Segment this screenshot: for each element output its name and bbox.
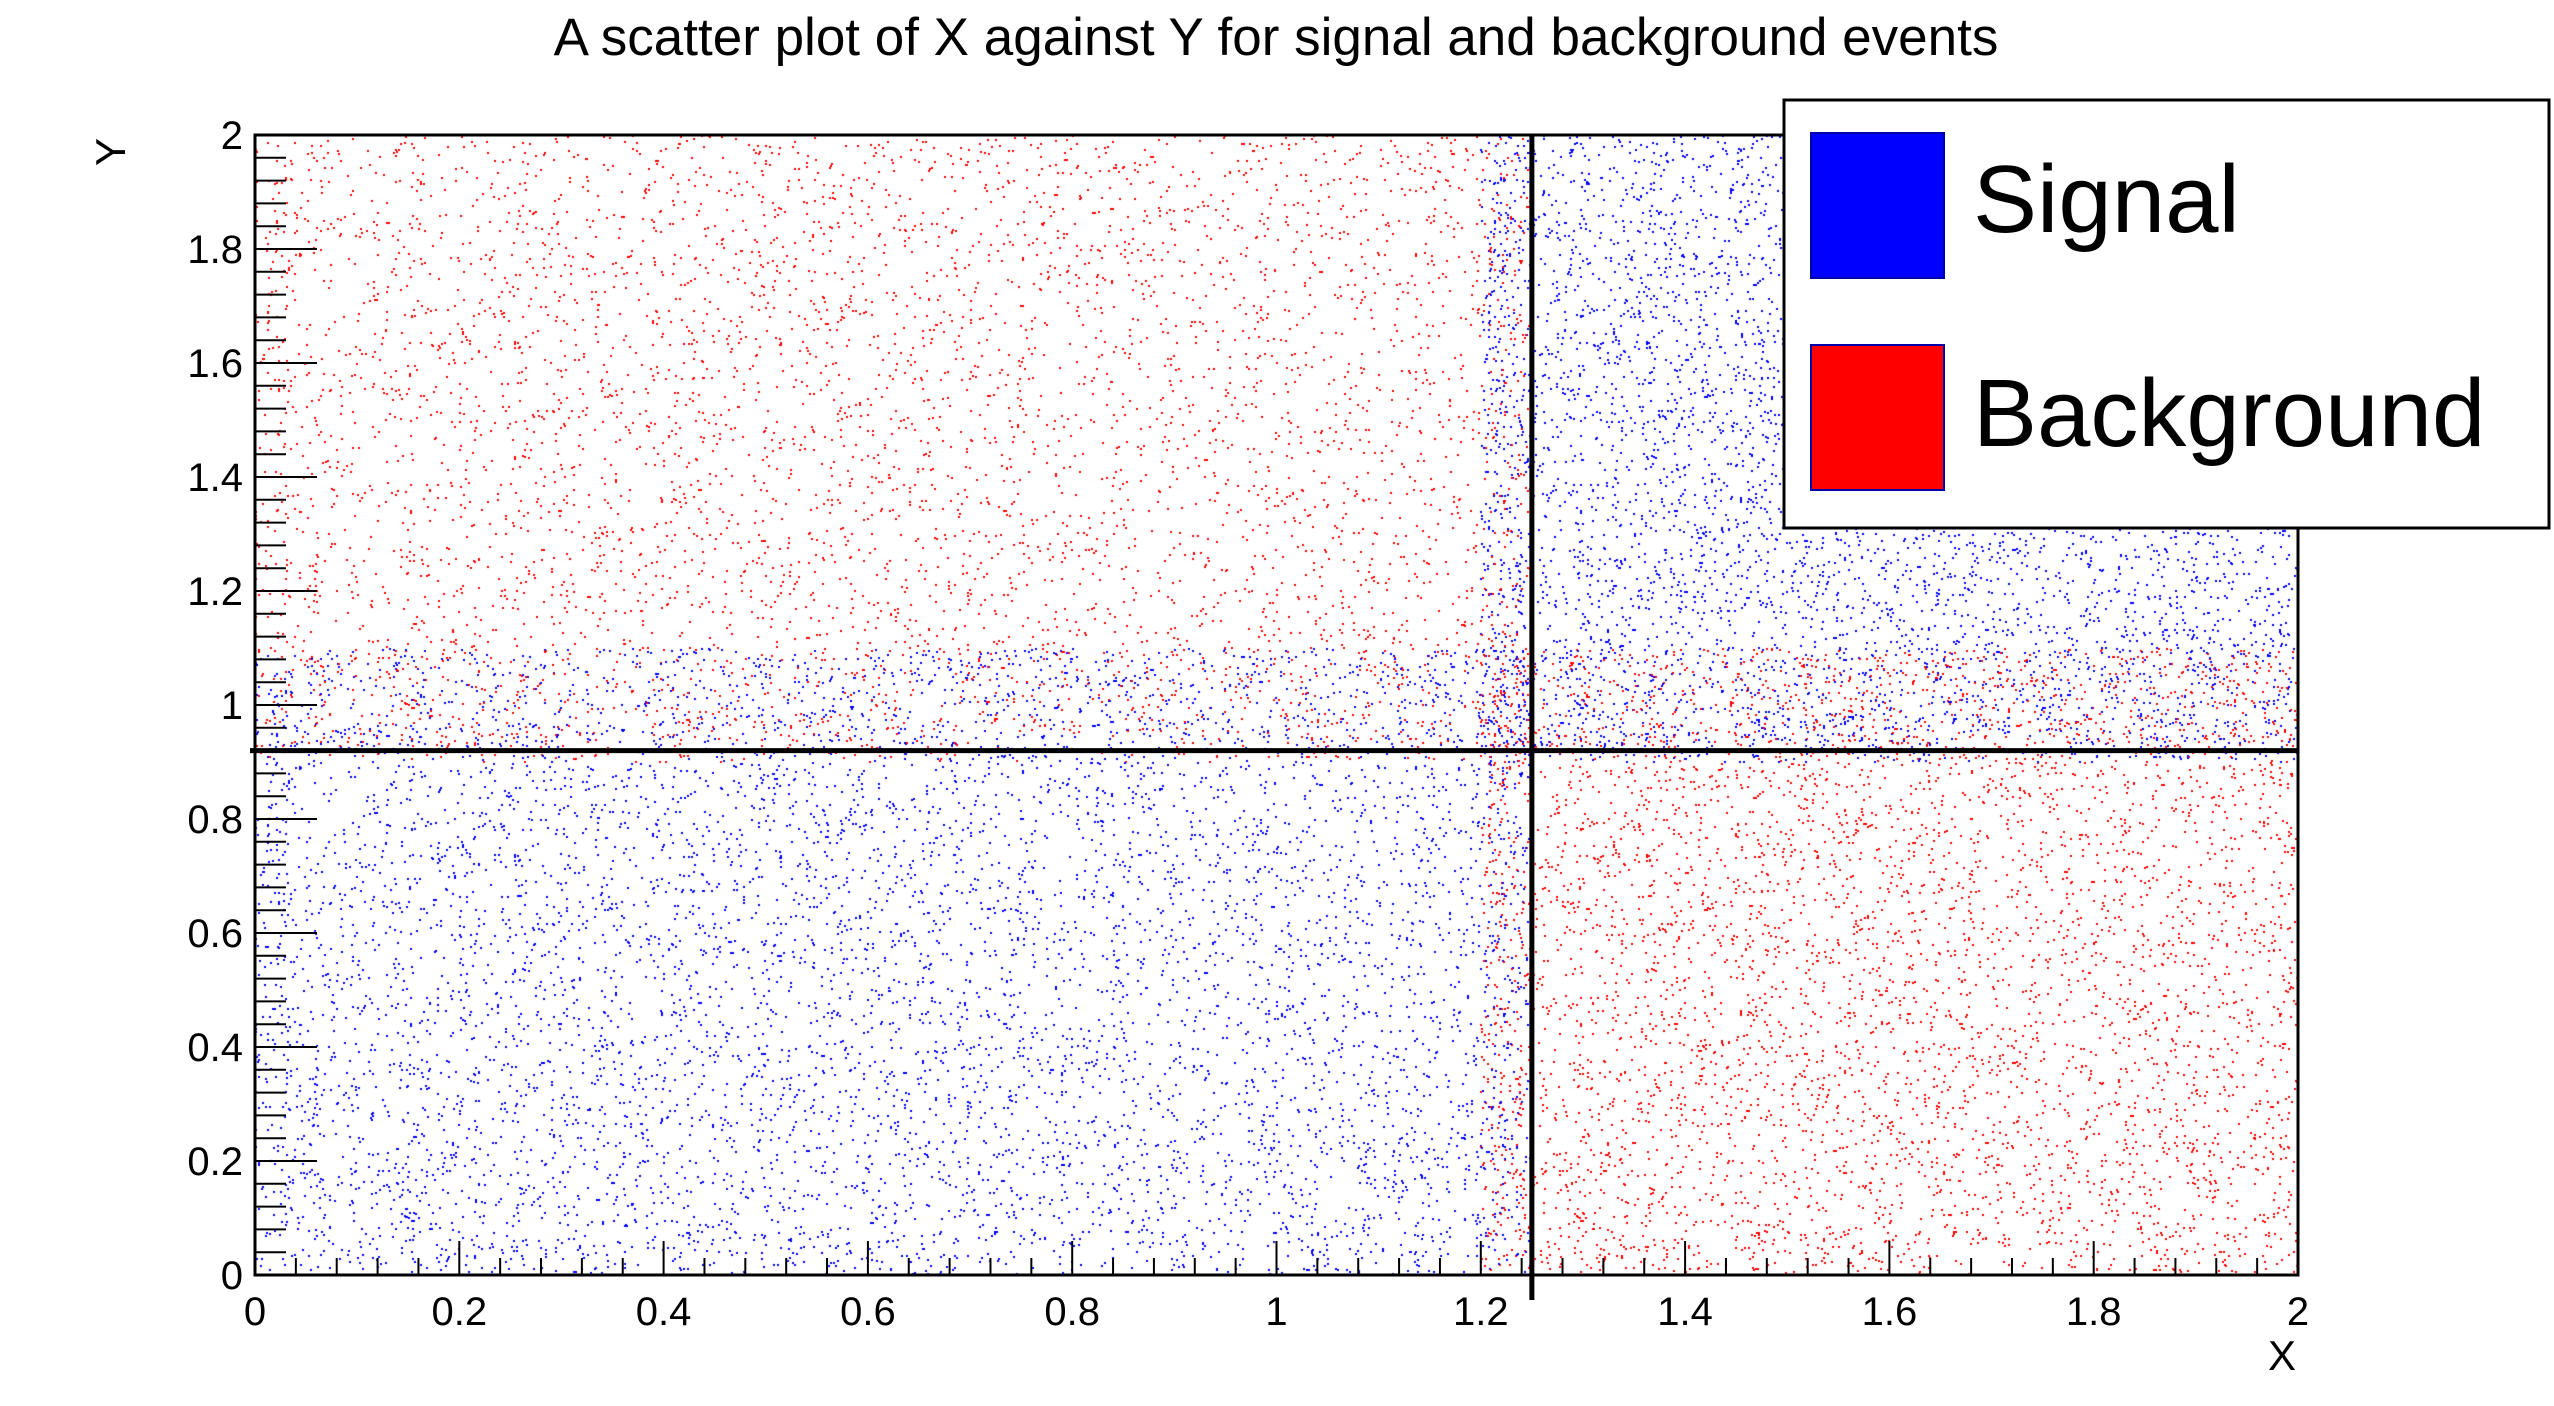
x-tick-label: 0: [244, 1290, 266, 1334]
x-tick-label: 1.8: [2066, 1290, 2122, 1334]
y-tick-label: 1.6: [187, 342, 243, 386]
x-axis: 0 0.2 0.4 0.6 0.8 1 1.2 1.4 1.6 1.8 2: [244, 1241, 2309, 1334]
legend-label-background: Background: [1973, 360, 2485, 467]
legend: Signal Background: [1782, 98, 2551, 530]
x-tick-label: 1.2: [1453, 1290, 1509, 1334]
y-tick-label: 2: [221, 114, 243, 158]
y-tick-label: 1.4: [187, 456, 243, 500]
y-tick-label: 0.8: [187, 798, 243, 842]
y-tick-label: 0.4: [187, 1026, 243, 1070]
chart-title: A scatter plot of X against Y for signal…: [554, 8, 1999, 67]
y-tick-label: 1.8: [187, 228, 243, 272]
cut-lines: [250, 135, 2298, 1300]
x-tick-label: 0.4: [636, 1290, 692, 1334]
legend-label-signal: Signal: [1973, 146, 2240, 253]
x-tick-label: 0.6: [840, 1290, 896, 1334]
y-axis-label: Y: [87, 138, 134, 166]
x-tick-label: 1: [1265, 1290, 1287, 1334]
x-tick-label: 0.8: [1044, 1290, 1100, 1334]
x-tick-label: 2: [2287, 1290, 2309, 1334]
y-axis: 0 0.2 0.4 0.6 0.8 1 1.2 1.4 1.6 1.8 2: [187, 114, 317, 1298]
y-tick-label: 1: [221, 684, 243, 728]
x-axis-label: X: [2268, 1332, 2296, 1379]
x-tick-label: 0.2: [431, 1290, 487, 1334]
legend-swatch-background: [1810, 344, 1945, 491]
y-tick-label: 1.2: [187, 570, 243, 614]
x-tick-label: 1.4: [1657, 1290, 1713, 1334]
y-tick-label: 0.6: [187, 912, 243, 956]
y-tick-label: 0: [221, 1254, 243, 1298]
y-tick-label: 0.2: [187, 1140, 243, 1184]
legend-swatch-signal: [1810, 132, 1945, 279]
x-tick-label: 1.6: [1862, 1290, 1918, 1334]
